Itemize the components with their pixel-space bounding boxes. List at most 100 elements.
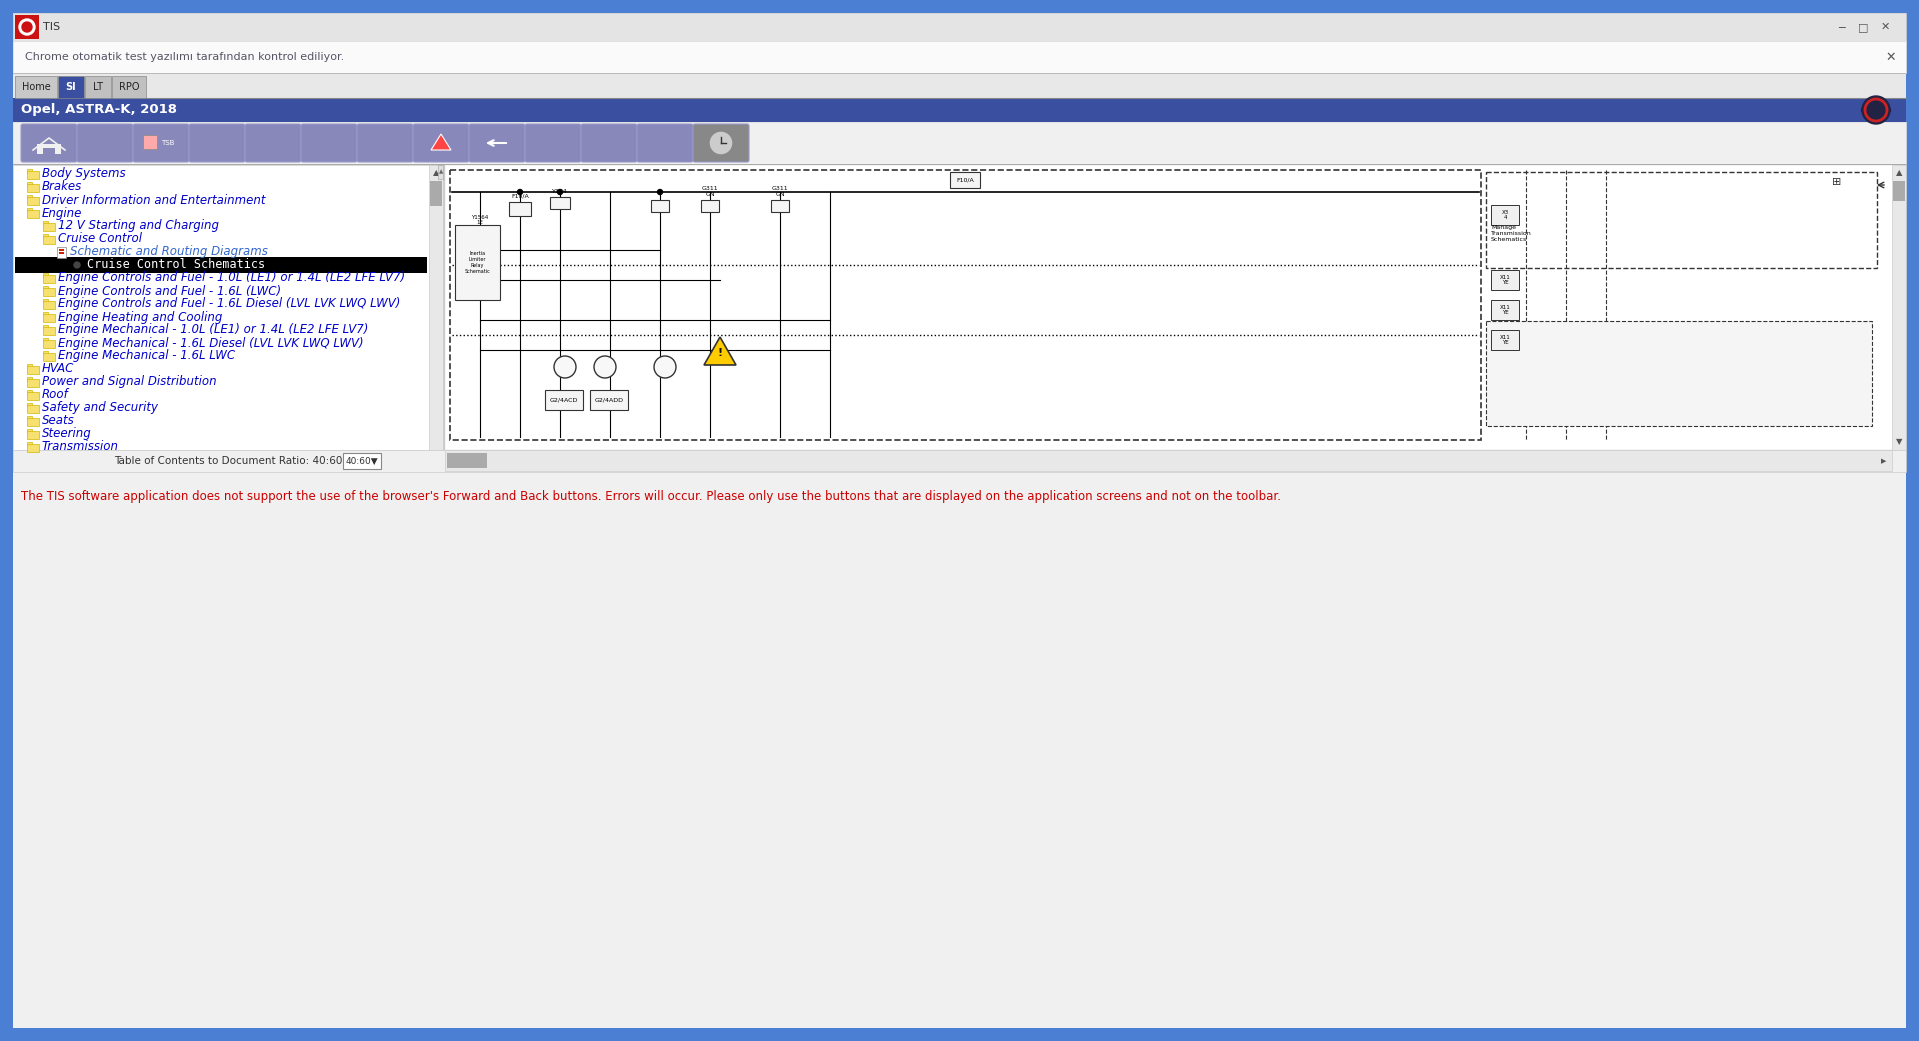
Bar [700, 200, 720, 212]
Bar [13, 122, 1906, 164]
FancyBboxPatch shape [188, 124, 246, 162]
FancyBboxPatch shape [637, 124, 693, 162]
Bar [13, 41, 1906, 73]
Bar [27, 182, 33, 186]
Bar [509, 202, 532, 215]
Text: Y1564
1E: Y1564 1E [472, 214, 489, 226]
FancyBboxPatch shape [21, 124, 77, 162]
Bar [13, 12, 1906, 41]
Bar [36, 144, 61, 154]
Circle shape [558, 189, 562, 195]
Bar [15, 15, 38, 39]
FancyBboxPatch shape [132, 124, 188, 162]
Bar [651, 200, 670, 212]
Text: ─: ─ [1838, 22, 1844, 32]
Bar [1892, 166, 1906, 450]
FancyBboxPatch shape [246, 124, 301, 162]
Text: ▲: ▲ [1896, 169, 1902, 178]
Bar [27, 208, 33, 212]
Text: Opel, ASTRA-K, 2018: Opel, ASTRA-K, 2018 [21, 103, 177, 117]
Text: Engine Mechanical - 1.6L Diesel (LVL LVK LWQ LWV): Engine Mechanical - 1.6L Diesel (LVL LVK… [58, 336, 363, 350]
Bar [42, 314, 56, 322]
Bar [1491, 270, 1520, 290]
Bar [27, 364, 33, 369]
Bar [430, 181, 441, 206]
Bar [42, 288, 56, 296]
Bar [27, 416, 33, 421]
Text: Home: Home [21, 82, 50, 92]
Bar [27, 379, 38, 387]
Text: ✕: ✕ [1881, 22, 1890, 32]
Bar [589, 390, 628, 410]
Circle shape [518, 189, 522, 195]
Text: Steering: Steering [42, 428, 92, 440]
Text: ⊞: ⊞ [1833, 177, 1842, 187]
Bar [1491, 330, 1520, 350]
Bar [438, 166, 443, 179]
FancyBboxPatch shape [581, 124, 637, 162]
Text: Cruise Control: Cruise Control [58, 232, 142, 246]
Text: X11
YE: X11 YE [1499, 305, 1510, 315]
Bar [1485, 172, 1877, 269]
Text: LT: LT [92, 82, 104, 92]
Bar [15, 257, 428, 273]
Text: G2/4ACD: G2/4ACD [551, 398, 578, 403]
Bar [430, 166, 443, 450]
Bar [447, 453, 487, 468]
FancyBboxPatch shape [526, 124, 581, 162]
Text: Seats: Seats [42, 414, 75, 428]
Text: TIS: TIS [42, 22, 59, 32]
Text: 40:60▼: 40:60▼ [345, 457, 378, 465]
Text: ▶: ▶ [1881, 458, 1886, 464]
Bar [13, 450, 1906, 472]
Text: ✕: ✕ [1886, 51, 1896, 64]
Bar [42, 275, 56, 283]
Text: Schematic and Routing Diagrams: Schematic and Routing Diagrams [69, 246, 269, 258]
Bar [42, 286, 48, 290]
Text: F10/A: F10/A [956, 178, 973, 182]
Bar [27, 429, 33, 433]
FancyBboxPatch shape [468, 124, 526, 162]
Text: SI: SI [65, 82, 77, 92]
Bar [42, 299, 48, 303]
Bar [42, 223, 56, 231]
Text: Engine Heating and Cooling: Engine Heating and Cooling [58, 310, 223, 324]
Text: Safety and Security: Safety and Security [42, 402, 157, 414]
Bar [27, 392, 38, 400]
Bar [1491, 205, 1520, 225]
FancyBboxPatch shape [693, 124, 748, 162]
Text: Driver Information and Entertainment: Driver Information and Entertainment [42, 194, 265, 206]
Bar [42, 221, 48, 225]
Bar [42, 351, 48, 355]
Text: Brakes: Brakes [42, 180, 83, 194]
Bar [27, 195, 33, 199]
Bar [144, 135, 157, 149]
Text: The TIS software application does not support the use of the browser's Forward a: The TIS software application does not su… [21, 490, 1282, 503]
Text: Power and Signal Distribution: Power and Signal Distribution [42, 376, 217, 388]
Bar [1485, 322, 1873, 426]
Bar [27, 169, 33, 173]
Bar [445, 166, 1906, 450]
Bar [42, 234, 48, 238]
Circle shape [595, 356, 616, 378]
Circle shape [708, 131, 733, 155]
Bar [27, 184, 38, 192]
Bar [1892, 181, 1906, 201]
Bar [42, 273, 48, 277]
Bar [58, 247, 65, 258]
Bar [27, 377, 33, 381]
Bar [950, 172, 981, 188]
Bar [111, 76, 146, 98]
Bar [84, 76, 111, 98]
Circle shape [658, 189, 662, 195]
FancyBboxPatch shape [301, 124, 357, 162]
Text: !: ! [718, 348, 723, 358]
Text: Roof: Roof [42, 388, 69, 402]
Text: Inertia
Limiter
Relay
Schematic: Inertia Limiter Relay Schematic [464, 251, 491, 274]
Text: X11
YE: X11 YE [1499, 334, 1510, 346]
Text: Chrome otomatik test yazılımı tarafından kontrol ediliyor.: Chrome otomatik test yazılımı tarafından… [25, 52, 344, 62]
Bar [27, 431, 38, 439]
Circle shape [654, 356, 675, 378]
Circle shape [19, 19, 35, 35]
FancyBboxPatch shape [77, 124, 132, 162]
